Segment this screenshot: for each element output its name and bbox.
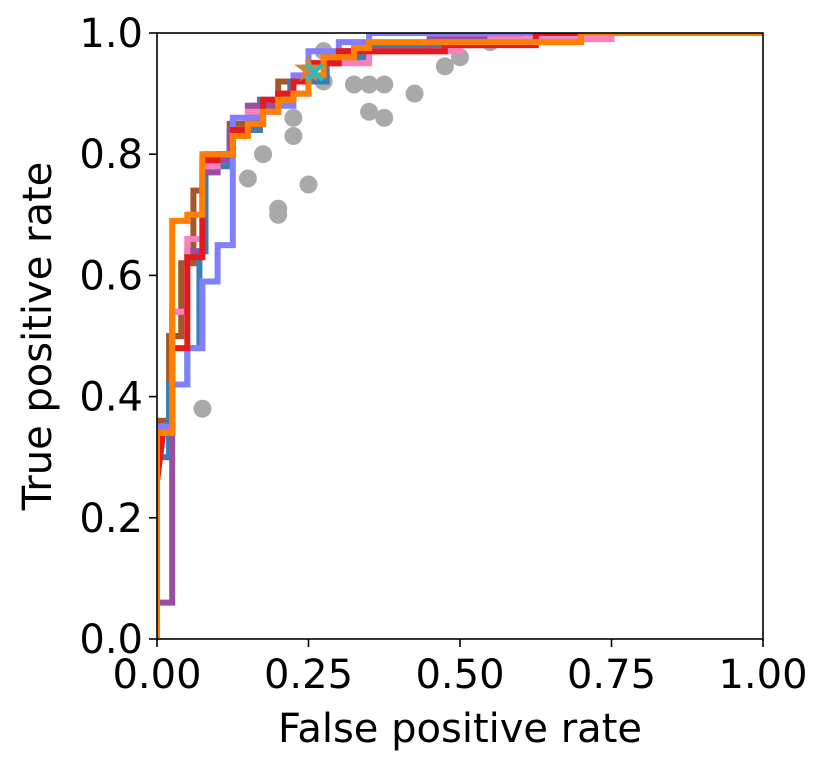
- scatter-point-15: [375, 75, 394, 94]
- marker-layer: [294, 54, 324, 82]
- scatter-point-1: [238, 169, 257, 188]
- y-tick-label-1: 0.2: [79, 496, 143, 542]
- tick-layer: 0.00 0.25 0.50 0.75 1.00 0.0 0.2 0.4 0.6 0.8 1.0: [79, 11, 807, 698]
- scatter-point-12: [360, 102, 379, 121]
- scatter-point-5: [284, 127, 303, 146]
- scatter-point-7: [299, 175, 318, 194]
- y-tick-label-2: 0.4: [79, 375, 143, 421]
- x-tick-label-2: 0.50: [415, 652, 504, 698]
- y-tick-label-0: 0.0: [79, 617, 143, 663]
- scatter-point-10: [344, 75, 363, 94]
- scatter-point-17: [435, 57, 454, 76]
- scatter-point-13: [360, 75, 379, 94]
- orange-curve: [157, 33, 763, 639]
- cross-marker: [305, 62, 324, 82]
- y-tick-label-5: 1.0: [79, 11, 143, 57]
- scatter-point-2: [254, 145, 273, 164]
- y-tick-label-4: 0.8: [79, 132, 143, 178]
- x-tick-label-3: 0.75: [567, 652, 656, 698]
- scatter-point-14: [375, 108, 394, 127]
- scatter-point-6: [284, 108, 303, 127]
- scatter-point-16: [405, 84, 424, 103]
- y-tick-label-3: 0.6: [79, 253, 143, 299]
- scatter-point-4: [269, 199, 288, 218]
- x-axis-label: False positive rate: [278, 706, 642, 752]
- scatter-point-0: [193, 399, 212, 418]
- series-layer: [157, 33, 763, 639]
- x-tick-label-4: 1.00: [718, 652, 807, 698]
- y-axis-label: True positive rate: [15, 162, 61, 512]
- x-tick-label-0: 0.00: [112, 652, 201, 698]
- x-tick-label-1: 0.25: [264, 652, 353, 698]
